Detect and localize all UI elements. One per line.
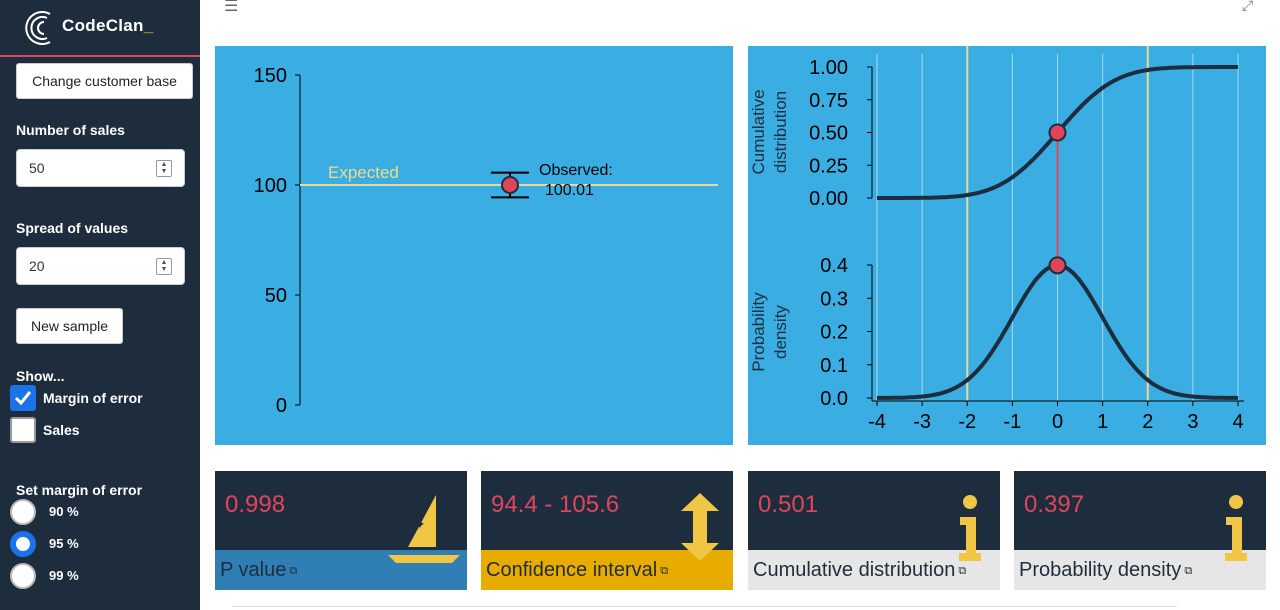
probability-density-label: Probability density — [1019, 559, 1182, 581]
codeclan-logo-icon — [25, 11, 51, 45]
expected-label: Expected — [328, 163, 399, 182]
cumulative-distribution-value: 0.501 — [758, 491, 819, 518]
x-tick-label: -2 — [958, 411, 976, 433]
x-tick-label: 3 — [1187, 411, 1198, 433]
confidence-interval-label: Confidence interval — [486, 559, 658, 581]
cdf-point — [1048, 123, 1067, 142]
confidence-interval-box: 94.4 - 105.6 Confidence interval ⧉ — [481, 471, 733, 590]
cumulative-distribution-label: Cumulative distribution — [753, 559, 956, 581]
radio-90[interactable] — [10, 499, 36, 525]
sales-checkbox-label: Sales — [43, 422, 80, 438]
divider — [232, 606, 1177, 607]
hamburger-menu-icon[interactable]: ☰ — [224, 0, 239, 15]
brand-name: CodeClan_ — [62, 16, 154, 35]
pdf-y-tick-label: 0.4 — [820, 255, 848, 277]
y-tick-label: 150 — [254, 65, 287, 87]
number-of-sales-label: Number of sales — [16, 122, 125, 138]
cdf-y-tick-label: 1.00 — [809, 57, 848, 79]
radio-90-label: 90 % — [49, 504, 79, 519]
p-value-box: 0.998 P value ⧉ ✦ ✦ — [215, 471, 467, 590]
spread-of-values-input[interactable]: 20 ▲ ▼ — [16, 247, 185, 285]
p-value: 0.998 — [225, 491, 286, 518]
distribution-chart-panel: 1.00 0.75 0.50 0.25 0.00 0.4 0.3 0.2 0.1 0.0 -4 -3… — [748, 46, 1266, 445]
spread-spinner-icon[interactable]: ▲ ▼ — [156, 258, 172, 275]
cumulative-distribution-footer[interactable]: Cumulative distribution ⧉ — [748, 550, 1000, 590]
cdf-y-tick-label: 0.00 — [809, 188, 848, 210]
external-link-icon: ⧉ — [1184, 564, 1193, 577]
number-of-sales-value: 50 — [29, 160, 45, 176]
info-icon — [1225, 495, 1247, 561]
external-link-icon: ⧉ — [289, 564, 298, 577]
cdf-y-tick-label: 0.75 — [809, 90, 848, 112]
change-customer-base-button[interactable]: Change customer base — [16, 63, 193, 99]
probability-density-value: 0.397 — [1024, 491, 1085, 518]
spread-of-values-label: Spread of values — [16, 220, 129, 236]
external-link-icon: ⧉ — [660, 564, 669, 577]
margin-of-error-checkbox[interactable] — [10, 385, 36, 411]
probability-density-footer[interactable]: Probability density ⧉ — [1014, 550, 1266, 590]
svg-text:✦: ✦ — [414, 516, 426, 532]
p-value-label: P value — [220, 559, 287, 581]
y-tick-label: 100 — [254, 175, 287, 197]
sales-checkbox[interactable] — [10, 417, 36, 443]
x-tick-label: 4 — [1232, 411, 1243, 433]
new-sample-button[interactable]: New sample — [16, 308, 123, 344]
observed-vs-expected-chart: 150 100 50 0 Expected Observed: 100.01 — [254, 65, 718, 417]
sailboat-icon: ✦ ✦ — [388, 495, 460, 563]
expand-icon[interactable]: ⤢ — [1242, 0, 1254, 13]
margin-of-error-checkbox-label: Margin of error — [43, 390, 143, 406]
observed-value: 100.01 — [545, 182, 594, 199]
pdf-y-tick-label: 0.3 — [820, 288, 848, 310]
vertical-arrows-icon — [681, 493, 719, 561]
pdf-y-tick-label: 0.2 — [820, 322, 848, 344]
cdf-y-label: Cumulative distribution — [749, 89, 790, 174]
show-label: Show... — [16, 368, 65, 384]
external-link-icon: ⧉ — [958, 564, 967, 577]
pdf-y-tick-label: 0.1 — [820, 355, 848, 377]
radio-99-label: 99 % — [49, 568, 79, 583]
x-tick-label: 0 — [1052, 411, 1063, 433]
sales-spinner-icon[interactable]: ▲ ▼ — [156, 160, 172, 177]
cdf-y-tick-label: 0.25 — [809, 155, 848, 177]
confidence-interval-footer[interactable]: Confidence interval ⧉ — [481, 550, 733, 590]
distribution-charts: 1.00 0.75 0.50 0.25 0.00 0.4 0.3 0.2 0.1 0.0 -4 -3… — [749, 46, 1244, 433]
probability-density-box: 0.397 Probability density ⧉ — [1014, 471, 1266, 590]
observed-point — [501, 175, 519, 194]
pdf-y-label: Probability density — [749, 292, 790, 372]
y-tick-label: 0 — [276, 395, 287, 417]
observed-chart-panel: 150 100 50 0 Expected Observed: 100.01 — [215, 46, 733, 445]
x-tick-label: 1 — [1097, 411, 1108, 433]
radio-95-label: 95 % — [49, 536, 79, 551]
x-tick-label: -4 — [868, 411, 886, 433]
confidence-interval-value: 94.4 - 105.6 — [491, 491, 620, 518]
y-tick-label: 50 — [265, 285, 287, 307]
observed-label: Observed: — [539, 162, 613, 179]
cdf-y-tick-label: 0.50 — [809, 123, 848, 145]
spread-of-values-value: 20 — [29, 258, 45, 274]
svg-text:✦: ✦ — [400, 533, 410, 547]
p-value-footer[interactable]: P value ⧉ — [215, 550, 467, 590]
x-tick-label: 2 — [1142, 411, 1153, 433]
brand-header: CodeClan_ — [0, 0, 200, 57]
checkmark-icon — [14, 391, 32, 406]
x-tick-label: -1 — [1003, 411, 1021, 433]
radio-95[interactable] — [10, 531, 36, 557]
sidebar: CodeClan_ Change customer base Number of… — [0, 0, 200, 610]
x-tick-label: -3 — [913, 411, 931, 433]
pdf-y-tick-label: 0.0 — [820, 388, 848, 410]
radio-99[interactable] — [10, 563, 36, 589]
cumulative-distribution-box: 0.501 Cumulative distribution ⧉ — [748, 471, 1000, 590]
pdf-point — [1048, 256, 1067, 275]
set-margin-of-error-label: Set margin of error — [16, 482, 143, 498]
number-of-sales-input[interactable]: 50 ▲ ▼ — [16, 149, 185, 187]
info-icon — [959, 495, 981, 561]
